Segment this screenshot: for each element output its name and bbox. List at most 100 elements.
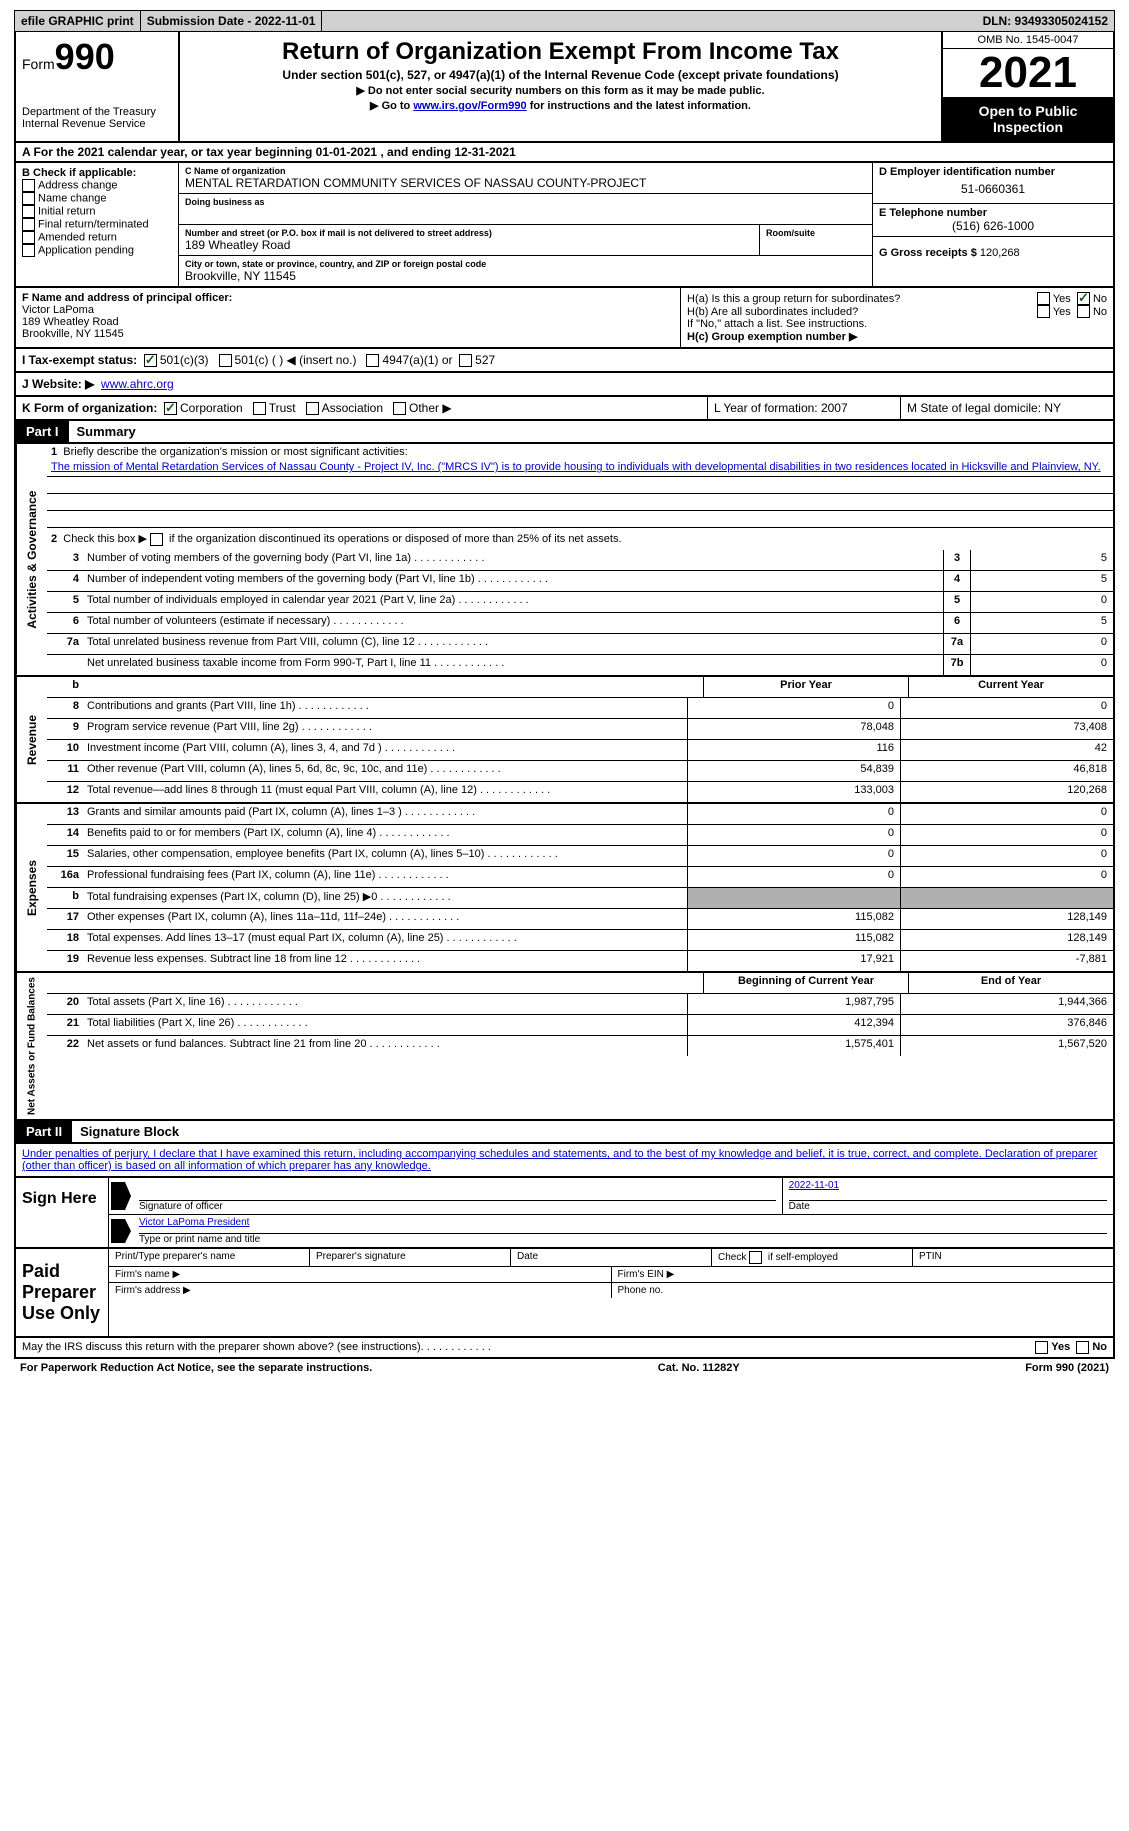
checkbox-icon[interactable] [22, 205, 35, 218]
discuss-label: May the IRS discuss this return with the… [22, 1341, 421, 1353]
city-label: City or town, state or province, country… [185, 259, 866, 269]
b-initial[interactable]: Initial return [22, 205, 172, 218]
hb-note: If "No," attach a list. See instructions… [687, 318, 1107, 330]
org-name: MENTAL RETARDATION COMMUNITY SERVICES OF… [185, 176, 866, 190]
b-name-change[interactable]: Name change [22, 192, 172, 205]
checkbox-icon[interactable] [1076, 1341, 1089, 1354]
checkbox-icon[interactable] [22, 231, 35, 244]
prep-sig-label: Preparer's signature [310, 1249, 511, 1266]
phone-label: Phone no. [612, 1283, 1114, 1298]
room-label: Room/suite [766, 228, 866, 238]
pra-notice: For Paperwork Reduction Act Notice, see … [20, 1362, 372, 1374]
sig-declaration: Under penalties of perjury, I declare th… [14, 1144, 1115, 1178]
checkbox-icon[interactable] [22, 192, 35, 205]
checkbox-icon[interactable] [253, 402, 266, 415]
summary-line: 12Total revenue—add lines 8 through 11 (… [47, 782, 1113, 802]
checkbox-icon[interactable] [1037, 292, 1050, 305]
tax-year: 2021 [943, 49, 1113, 97]
tel-value: (516) 626-1000 [879, 219, 1107, 233]
b-pending[interactable]: Application pending [22, 244, 172, 257]
expenses-section: Expenses 13Grants and similar amounts pa… [14, 804, 1115, 973]
checkbox-icon[interactable] [164, 402, 177, 415]
summary-line: 16aProfessional fundraising fees (Part I… [47, 867, 1113, 888]
revenue-section: Revenue b Prior Year Current Year 8Contr… [14, 677, 1115, 804]
arrow-icon [111, 1182, 131, 1210]
side-activities: Activities & Governance [16, 444, 47, 675]
firm-ein-label: Firm's EIN ▶ [612, 1267, 1114, 1282]
checkbox-icon[interactable] [366, 354, 379, 367]
checkbox-icon[interactable] [22, 218, 35, 231]
form-note-ssn: ▶ Do not enter social security numbers o… [188, 84, 933, 97]
summary-line: 18Total expenses. Add lines 13–17 (must … [47, 930, 1113, 951]
row-a-period: A For the 2021 calendar year, or tax yea… [14, 143, 1115, 163]
summary-line: 20Total assets (Part X, line 16)1,987,79… [47, 994, 1113, 1015]
year-formation: L Year of formation: 2007 [707, 397, 900, 419]
officer-addr2: Brookville, NY 11545 [22, 328, 674, 340]
j-label: J Website: ▶ [22, 377, 94, 391]
b-amended[interactable]: Amended return [22, 231, 172, 244]
officer-name-title: Victor LaPoma President [139, 1217, 1107, 1234]
summary-line: 22Net assets or fund balances. Subtract … [47, 1036, 1113, 1056]
declaration-text: Under penalties of perjury, I declare th… [22, 1148, 1097, 1172]
prep-date-label: Date [511, 1249, 712, 1266]
checkbox-icon[interactable] [1035, 1341, 1048, 1354]
tel-label: E Telephone number [879, 207, 1107, 219]
begin-year-head: Beginning of Current Year [703, 973, 908, 993]
website-link[interactable]: www.ahrc.org [101, 377, 174, 391]
col-b: b [47, 677, 83, 697]
ein-label: D Employer identification number [879, 166, 1107, 178]
hc-label: H(c) Group exemption number ▶ [687, 330, 1107, 343]
mission-text[interactable]: The mission of Mental Retardation Servic… [47, 460, 1113, 477]
irs-link[interactable]: www.irs.gov/Form990 [413, 100, 526, 112]
dln: DLN: 93493305024152 [977, 11, 1114, 31]
checkbox-icon[interactable] [393, 402, 406, 415]
org-address: 189 Wheatley Road [185, 238, 753, 252]
firm-name-label: Firm's name ▶ [109, 1267, 612, 1282]
checkbox-icon[interactable] [22, 179, 35, 192]
officer-addr1: 189 Wheatley Road [22, 316, 674, 328]
checkbox-icon[interactable] [459, 354, 472, 367]
current-year-head: Current Year [908, 677, 1113, 697]
checkbox-icon[interactable] [306, 402, 319, 415]
submission-date: Submission Date - 2022-11-01 [141, 11, 323, 31]
b-title: B Check if applicable: [22, 167, 172, 179]
b-final[interactable]: Final return/terminated [22, 218, 172, 231]
ein-value: 51-0660361 [879, 178, 1107, 200]
sign-here-label: Sign Here [16, 1178, 109, 1247]
summary-line: 4Number of independent voting members of… [47, 571, 1113, 592]
k-label: K Form of organization: [22, 401, 157, 415]
form-word: Form [22, 56, 55, 72]
dept-treasury: Department of the Treasury [22, 106, 172, 118]
form-header: Form990 Department of the Treasury Inter… [14, 32, 1115, 143]
part1-title: Summary [69, 421, 144, 442]
checkbox-icon[interactable] [144, 354, 157, 367]
cat-number: Cat. No. 11282Y [658, 1362, 740, 1374]
part1-header: Part I Summary [14, 421, 1115, 444]
summary-line: 6Total number of volunteers (estimate if… [47, 613, 1113, 634]
summary-line: 9Program service revenue (Part VIII, lin… [47, 719, 1113, 740]
checkbox-icon[interactable] [749, 1251, 762, 1264]
side-netassets: Net Assets or Fund Balances [16, 973, 47, 1119]
checkbox-icon[interactable] [22, 244, 35, 257]
paid-preparer-block: Paid Preparer Use Only Print/Type prepar… [14, 1249, 1115, 1338]
b-addr-change[interactable]: Address change [22, 179, 172, 192]
hb-label: H(b) Are all subordinates included? [687, 306, 1037, 318]
checkbox-icon[interactable] [1077, 305, 1090, 318]
form-ref: Form 990 (2021) [1025, 1362, 1109, 1374]
gross-value: 120,268 [980, 247, 1020, 259]
checkbox-icon[interactable] [1037, 305, 1050, 318]
efile-label[interactable]: efile GRAPHIC print [15, 11, 141, 31]
c-name-label: C Name of organization [185, 166, 866, 176]
checkbox-icon[interactable] [1077, 292, 1090, 305]
form-title: Return of Organization Exempt From Incom… [188, 38, 933, 66]
section-bcd: B Check if applicable: Address change Na… [14, 163, 1115, 288]
arrow-icon [111, 1219, 131, 1243]
checkbox-icon[interactable] [219, 354, 232, 367]
checkbox-icon[interactable] [150, 533, 163, 546]
summary-line: 13Grants and similar amounts paid (Part … [47, 804, 1113, 825]
summary-line: 8Contributions and grants (Part VIII, li… [47, 698, 1113, 719]
summary-line: bTotal fundraising expenses (Part IX, co… [47, 888, 1113, 909]
side-expenses: Expenses [16, 804, 47, 971]
addr-label: Number and street (or P.O. box if mail i… [185, 228, 753, 238]
type-name-label: Type or print name and title [139, 1234, 260, 1245]
